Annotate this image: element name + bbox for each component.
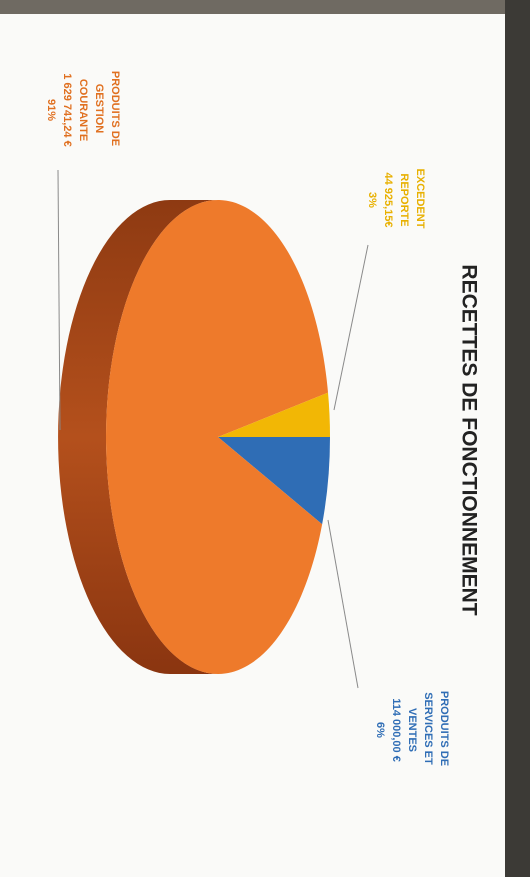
label-line: COURANTE (77, 79, 89, 141)
photo-edge-top (0, 0, 530, 14)
label-line: REPORTE (398, 173, 410, 226)
pie-slice (218, 392, 330, 437)
amount-label: 44 925,15€ (382, 172, 394, 227)
slice-label: PRODUITS DE SERVICES ET VENTES (406, 691, 450, 769)
leader-line (57, 169, 61, 431)
label-line: PRODUITS DE (438, 691, 450, 769)
percent-label: 91% (45, 99, 57, 121)
photo-edge-right (505, 0, 530, 877)
chart-title: RECETTES DE FONCTIONNEMENT (457, 264, 480, 615)
label-line: GESTION (93, 84, 105, 137)
label-line: SERVICES ET (422, 692, 434, 768)
label-line: EXCEDENT (414, 169, 426, 232)
amount-label: 114 000,00 € (390, 698, 402, 762)
slice-label: EXCEDENT REPORTE (398, 169, 426, 232)
slice-label: PRODUITS DE GESTION COURANTE (77, 71, 121, 149)
pie-slice (218, 437, 330, 525)
label-line: PRODUITS DE (109, 71, 121, 149)
leader-line (327, 519, 359, 689)
label-line: VENTES (406, 708, 418, 752)
percent-label: 3% (366, 192, 378, 208)
rotated-chart: RECETTES DE FONCTIONNEMENT PRODUITS DE S… (45, 71, 480, 769)
leader-line (333, 244, 369, 411)
pie-side (58, 200, 218, 674)
pie-slice (106, 200, 329, 674)
amount-label: 1 629 741,24 € (61, 73, 73, 146)
percent-label: 6% (374, 722, 386, 738)
